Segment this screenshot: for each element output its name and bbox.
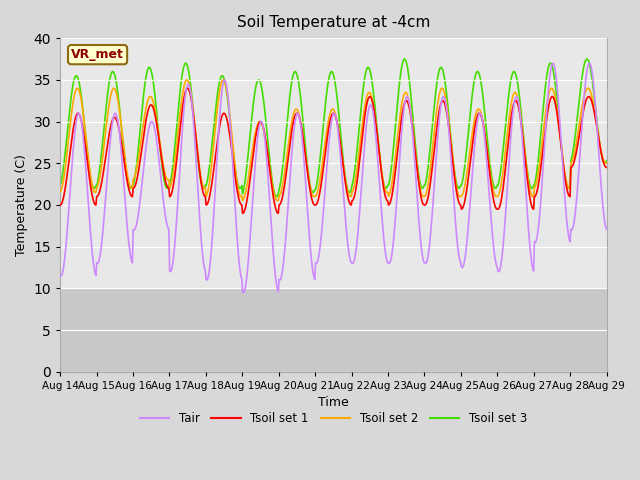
Y-axis label: Temperature (C): Temperature (C) [15,154,28,256]
Title: Soil Temperature at -4cm: Soil Temperature at -4cm [237,15,430,30]
X-axis label: Time: Time [318,396,349,409]
Bar [60,288,607,372]
Legend: Tair, Tsoil set 1, Tsoil set 2, Tsoil set 3: Tair, Tsoil set 1, Tsoil set 2, Tsoil se… [135,407,532,430]
Text: VR_met: VR_met [71,48,124,61]
